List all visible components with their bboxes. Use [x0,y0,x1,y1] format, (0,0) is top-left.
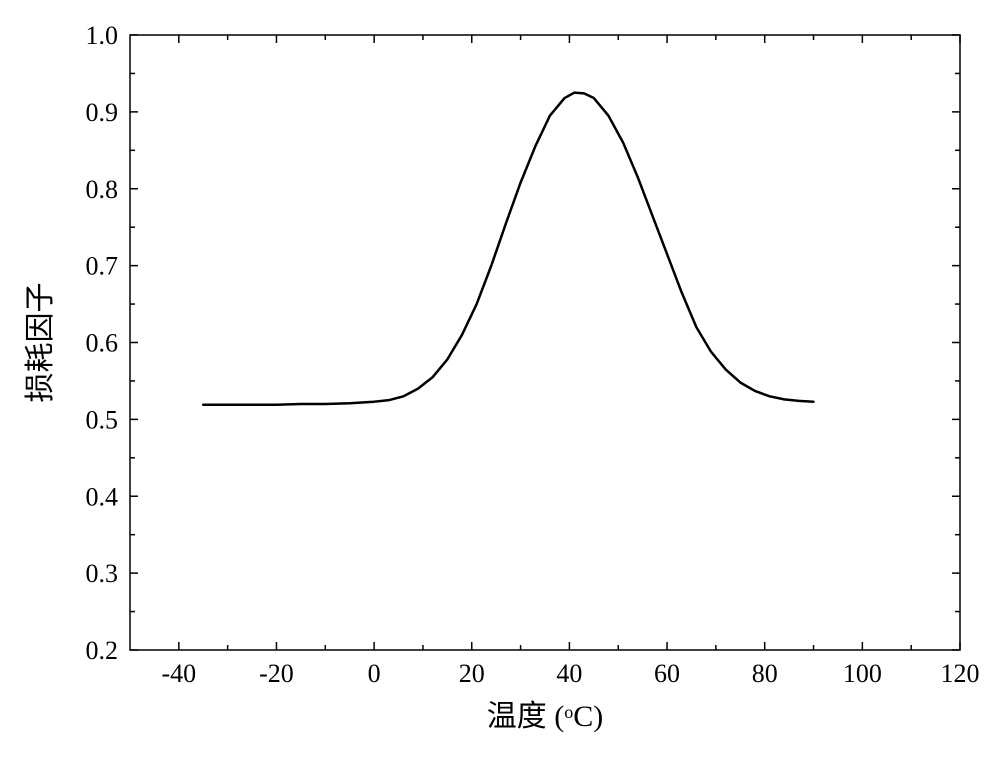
y-tick-label: 1.0 [86,21,119,50]
y-tick-label: 0.4 [86,482,119,511]
y-tick-label: 0.5 [86,405,119,434]
x-tick-label: 60 [654,659,680,688]
y-tick-label: 0.8 [86,175,119,204]
y-tick-label: 0.3 [86,559,119,588]
x-tick-label: 120 [941,659,980,688]
chart-container: -40 -20 0 20 40 60 80 100 120 0.2 0.3 0.4 0.5 0.6 0.7 0… [0,0,1000,780]
y-tick-label: 0.2 [86,636,119,665]
x-tick-label: -40 [161,659,196,688]
y-tick-label: 0.7 [86,252,119,281]
x-tick-label: 20 [459,659,485,688]
x-axis-label: 温度 (oC) [487,700,604,733]
x-tick-label: 0 [368,659,381,688]
x-tick-label: 100 [843,659,882,688]
x-tick-label: 40 [556,659,582,688]
x-tick-label: 80 [752,659,778,688]
y-tick-label: 0.9 [86,98,119,127]
y-axis-label: 损耗因子 [24,283,57,403]
line-chart: -40 -20 0 20 40 60 80 100 120 0.2 0.3 0.4 0.5 0.6 0.7 0… [0,0,1000,780]
x-tick-label: -20 [259,659,294,688]
y-tick-label: 0.6 [86,329,119,358]
